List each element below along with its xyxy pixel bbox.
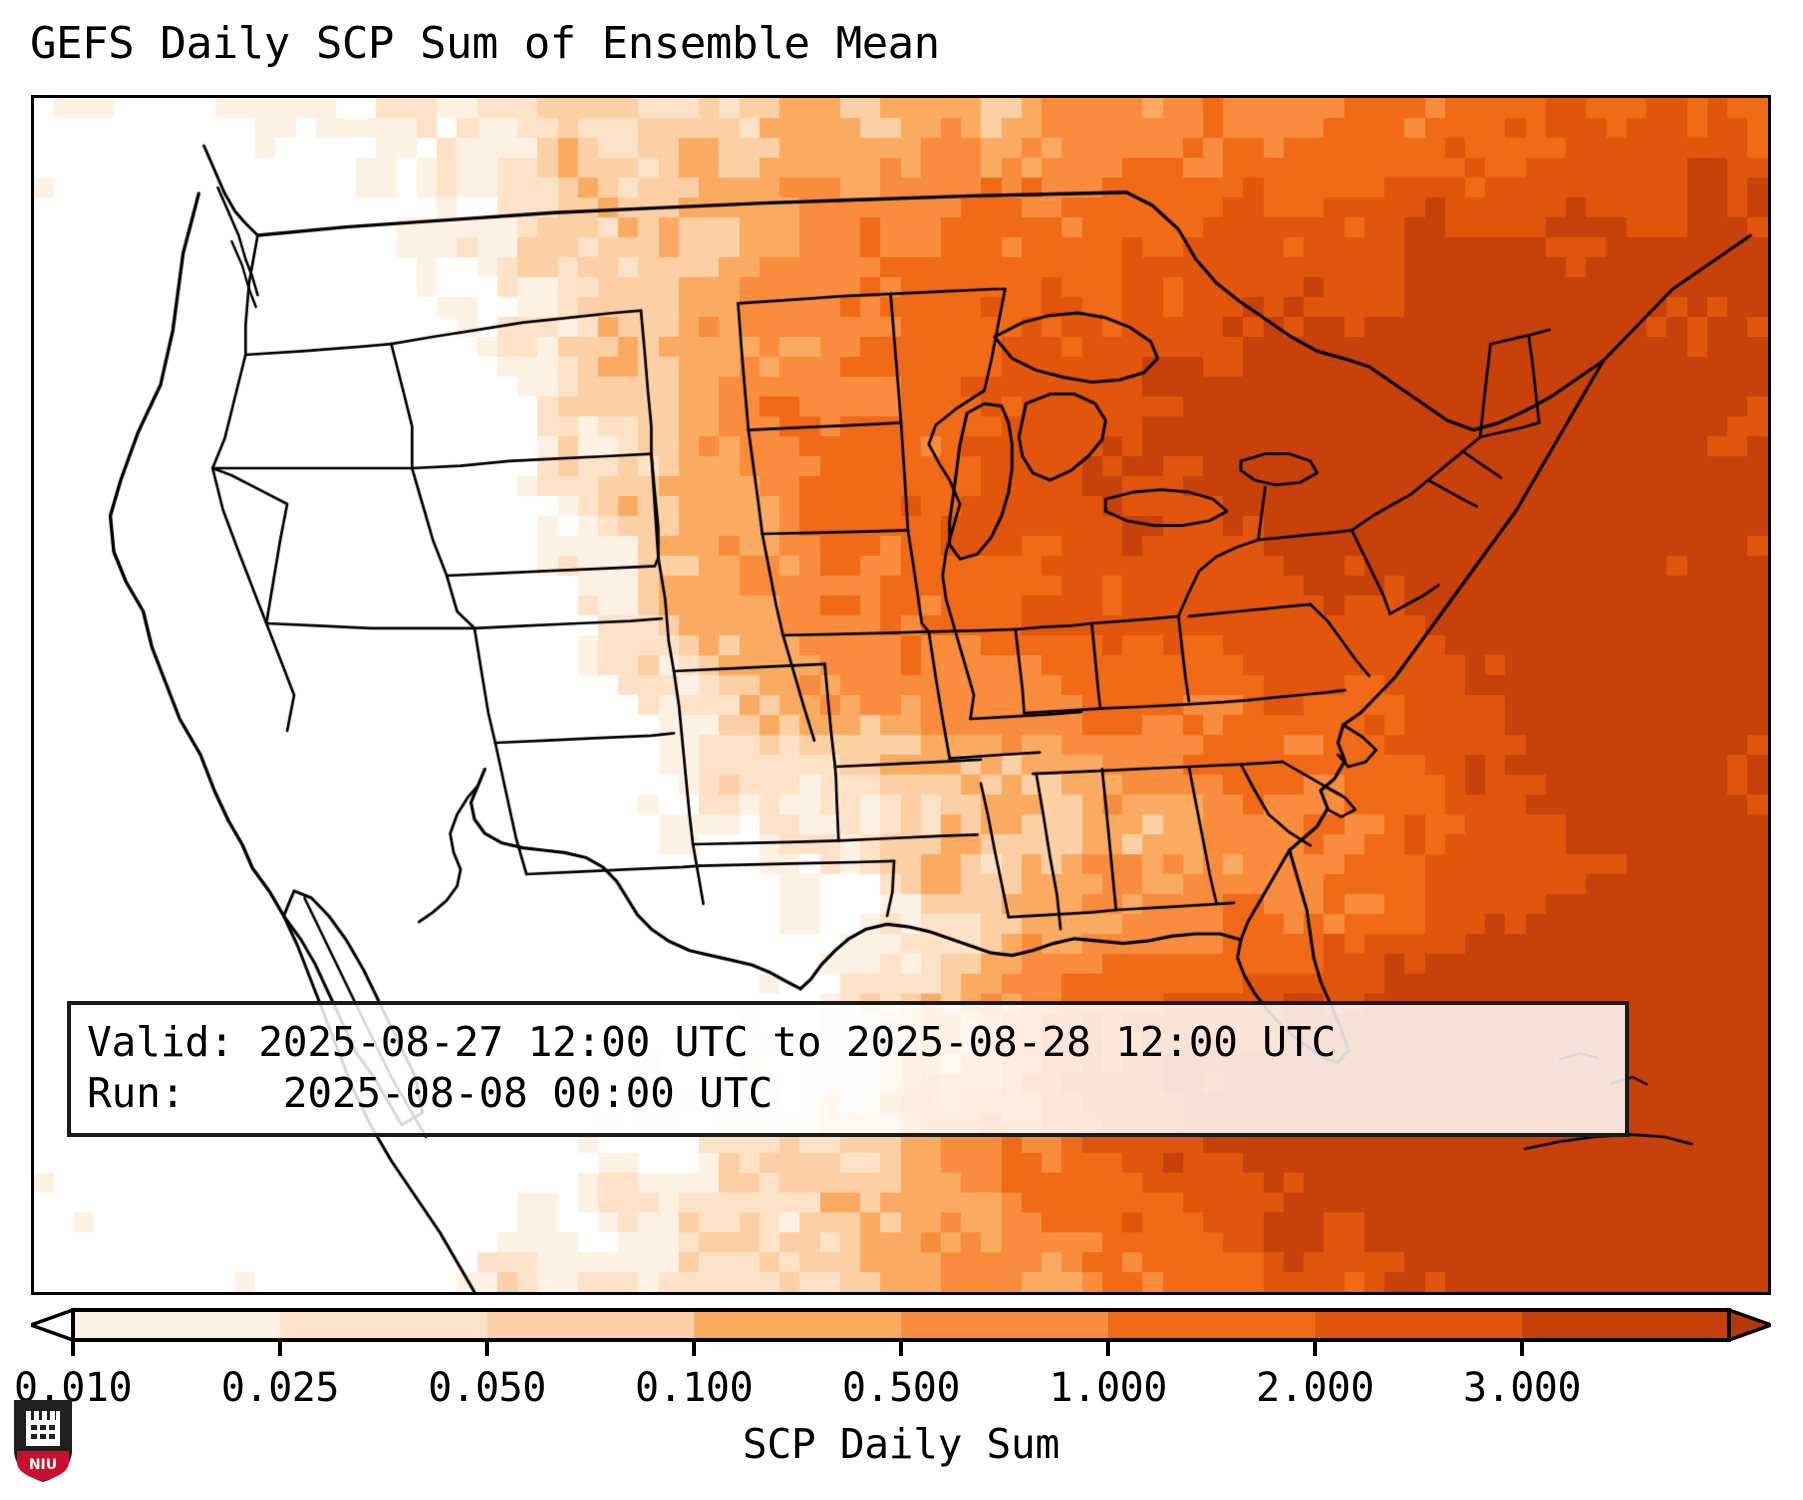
colorbar-band-7 — [1522, 1310, 1730, 1340]
colorbar-band-1 — [280, 1310, 488, 1340]
colorbar-axis-label: SCP Daily Sum — [742, 1420, 1060, 1468]
page-title: GEFS Daily SCP Sum of Ensemble Mean — [30, 18, 940, 69]
colorbar-band-0 — [73, 1310, 281, 1340]
colorbar-tick-label-3: 0.100 — [635, 1365, 753, 1411]
colorbar-band-4 — [901, 1310, 1109, 1340]
colorbar-tick-label-7: 3.000 — [1463, 1365, 1581, 1411]
colorbar-tick-labels: 0.010 0.025 0.050 0.100 0.500 1.000 2.000 3.000 — [14, 1365, 1771, 1415]
colorbar-tick-label-4: 0.500 — [842, 1365, 960, 1411]
colorbar-band-2 — [487, 1310, 695, 1340]
valid-run-info-box: Valid: 2025-08-27 12:00 UTC to 2025-08-2… — [67, 1001, 1629, 1137]
niu-logo-text: NIU — [29, 1457, 57, 1473]
niu-logo: NIU — [14, 1400, 72, 1482]
colorbar-tick-label-6: 2.000 — [1256, 1365, 1374, 1411]
colorbar-svg — [31, 1307, 1771, 1356]
run-time-line: Run: 2025-08-08 00:00 UTC — [87, 1069, 773, 1117]
map-plot-area[interactable]: Valid: 2025-08-27 12:00 UTC to 2025-08-2… — [31, 95, 1771, 1295]
colorbar[interactable] — [31, 1306, 1771, 1358]
colorbar-tick-label-1: 0.025 — [221, 1365, 339, 1411]
colorbar-band-3 — [694, 1310, 902, 1340]
colorbar-tick-label-2: 0.050 — [428, 1365, 546, 1411]
valid-time-line: Valid: 2025-08-27 12:00 UTC to 2025-08-2… — [87, 1018, 1336, 1066]
colorbar-band-6 — [1315, 1310, 1523, 1340]
colorbar-tick-label-5: 1.000 — [1049, 1365, 1167, 1411]
colorbar-band-5 — [1108, 1310, 1316, 1340]
